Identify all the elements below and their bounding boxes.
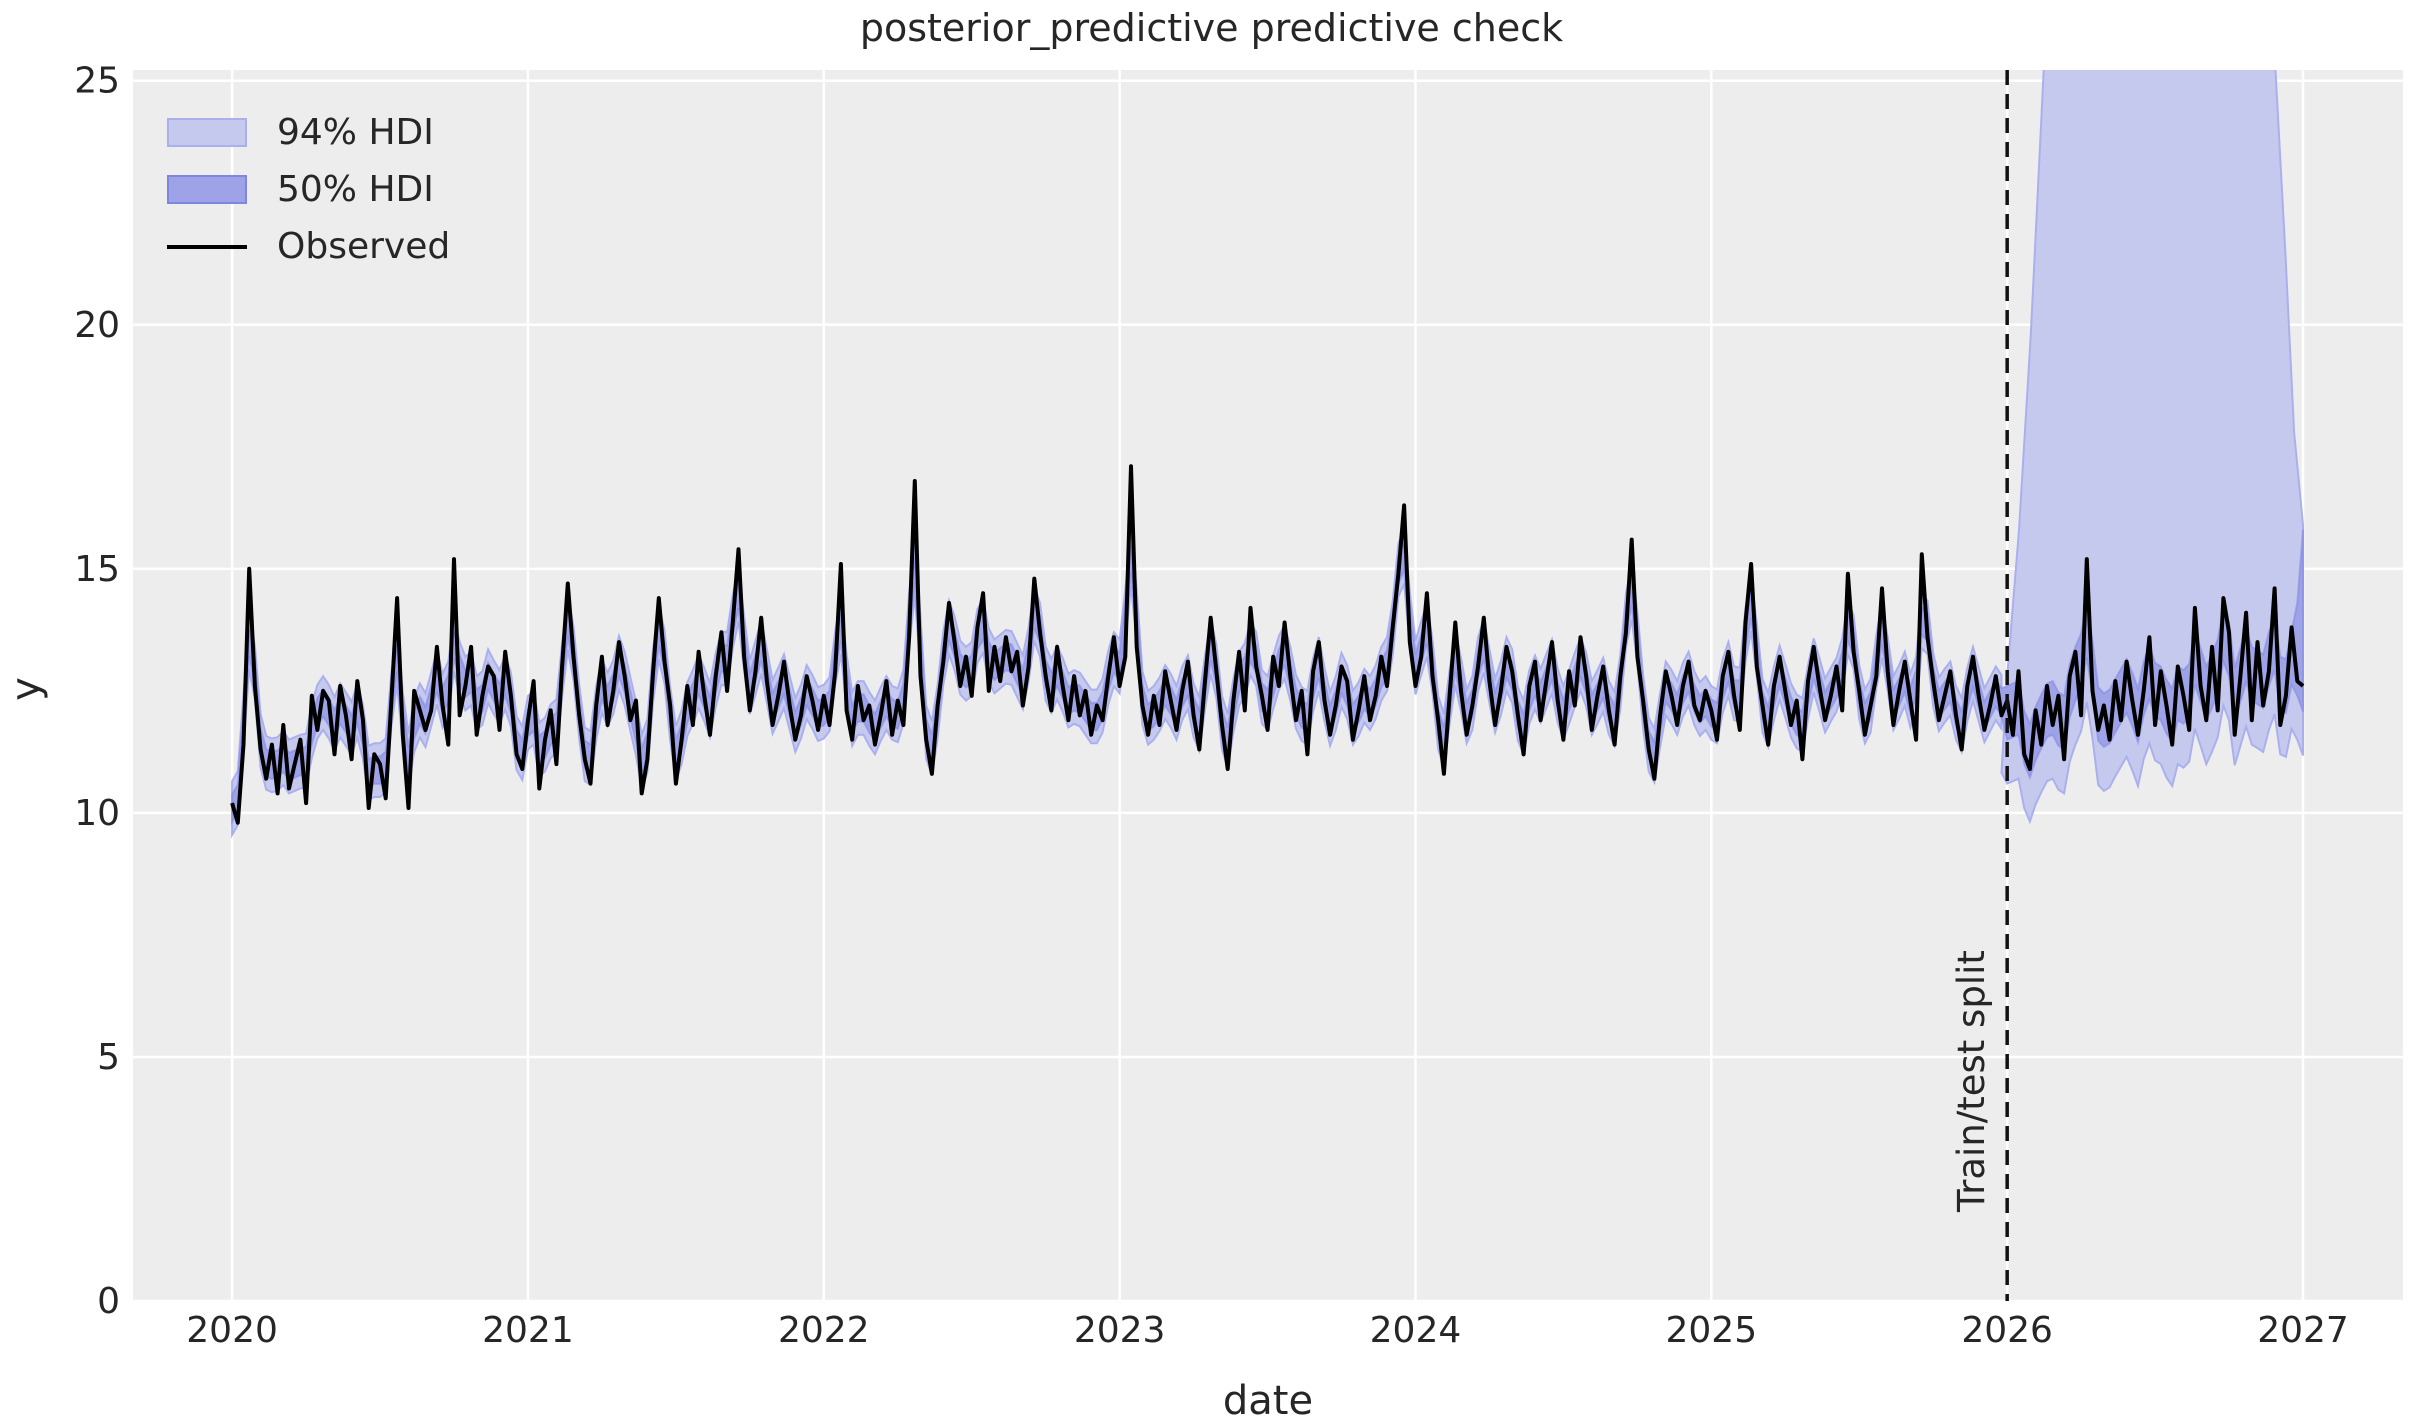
legend-label: 50% HDI: [277, 169, 434, 210]
y-tick-label: 0: [97, 1281, 120, 1322]
observed-line: [230, 464, 2305, 825]
x-tick-label: 2026: [1961, 1310, 2053, 1351]
x-tick-label: 2027: [2257, 1310, 2349, 1351]
hdi50-swatch: [167, 175, 247, 204]
hdi94-swatch: [167, 118, 247, 147]
x-tick-label: 2025: [1666, 1310, 1758, 1351]
legend-item-50-hdi: 50% HDI: [167, 161, 450, 218]
x-tick-label: 2024: [1370, 1310, 1462, 1351]
legend-label: Observed: [277, 226, 451, 267]
y-tick-label: 10: [74, 793, 120, 834]
x-tick-label: 2021: [482, 1310, 574, 1351]
y-axis-label: y: [2, 677, 49, 701]
x-tick-label: 2023: [1074, 1310, 1166, 1351]
legend-item-observed: Observed: [167, 218, 450, 275]
observed-line-swatch: [167, 244, 247, 249]
legend-item-94-hdi: 94% HDI: [167, 104, 450, 161]
x-tick-label: 2020: [186, 1310, 278, 1351]
y-tick-label: 25: [74, 61, 120, 102]
x-axis-label: date: [1222, 1378, 1314, 1424]
legend-label: 94% HDI: [277, 112, 434, 153]
y-tick-label: 15: [74, 549, 120, 590]
y-tick-label: 20: [74, 305, 120, 346]
x-tick-label: 2022: [778, 1310, 870, 1351]
y-tick-label: 5: [97, 1037, 120, 1078]
chart-title: posterior_predictive predictive check: [859, 6, 1564, 50]
legend: 94% HDI 50% HDI Observed: [167, 104, 450, 275]
train-test-split-label: Train/test split: [1950, 950, 1993, 1212]
